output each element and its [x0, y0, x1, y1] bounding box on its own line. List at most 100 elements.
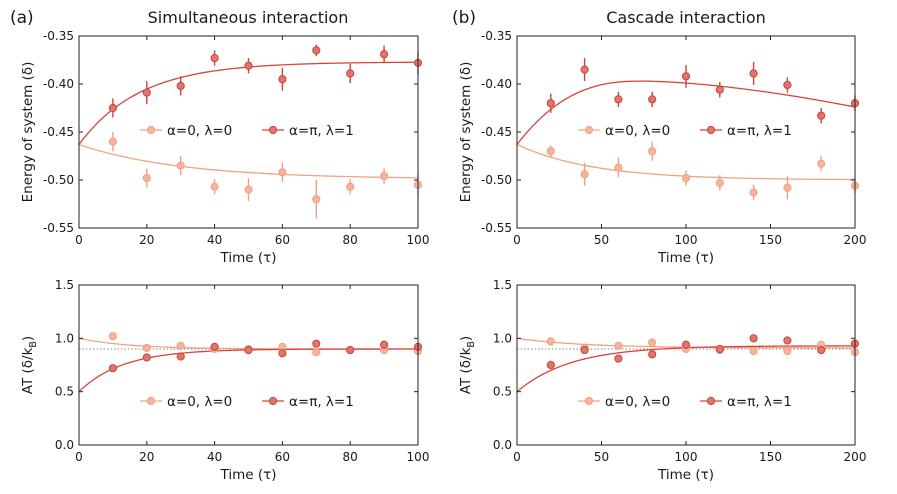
data-point-alphapi — [380, 50, 389, 59]
legend-marker-alpha0 — [146, 396, 156, 406]
data-point-alpha0 — [176, 161, 185, 170]
data-point-alphapi — [210, 342, 219, 351]
x-tick-label: 200 — [844, 233, 867, 247]
x-tick-label: 60 — [275, 233, 290, 247]
data-point-alphapi — [715, 344, 724, 354]
data-point-alpha0 — [244, 185, 253, 194]
legend-marker-alpha0 — [584, 125, 594, 135]
x-tick-label: 40 — [207, 233, 222, 247]
data-point-alphapi — [108, 103, 118, 113]
legend-marker-alpha0 — [584, 396, 594, 406]
data-point-alpha0 — [580, 170, 589, 179]
plot-frame — [78, 284, 419, 446]
data-point-alphapi — [278, 75, 287, 84]
y-tick-label: 1.5 — [493, 278, 512, 292]
x-tick-label: 100 — [675, 450, 698, 464]
x-axis-label: Time (τ) — [657, 250, 714, 266]
chart-simultaneous-energy: 0 20 40 60 80 100 -0.55 -0.50 -0.45 -0.40 -0.35 Tim… — [20, 29, 429, 266]
data-point-alphapi — [312, 46, 321, 55]
plot-frame — [516, 284, 856, 446]
x-tick-label: 20 — [139, 233, 154, 247]
data-point-alpha0 — [176, 341, 185, 350]
fit-curve-alphapi — [78, 61, 419, 145]
data-point-alpha0 — [278, 168, 287, 177]
data-point-alphapi — [142, 353, 151, 362]
y-axis-label-main: AT (δ/k — [20, 347, 36, 394]
y-tick-label: 0.0 — [55, 438, 74, 452]
x-tick-label: 150 — [759, 233, 782, 247]
data-point-alpha0 — [749, 188, 758, 197]
data-point-alpha0 — [380, 172, 389, 181]
legend-label-alphapi: α=π, λ=1 — [727, 394, 792, 410]
data-point-alphapi — [715, 85, 724, 94]
chart-simultaneous-temperature: 0 20 40 60 80 100 0.0 0.5 1.0 1.5 Time (τ) AT (δ/kB… — [20, 278, 429, 483]
y-axis-label-end: ) — [20, 336, 36, 341]
x-tick-label: 20 — [139, 450, 154, 464]
y-axis-label-end: ) — [458, 336, 474, 341]
data-point-alpha0 — [681, 173, 691, 183]
data-point-alphapi — [783, 80, 792, 90]
data-point-alphapi — [614, 354, 623, 363]
y-axis-label: AT (δ/kB) — [20, 336, 39, 394]
x-tick-label: 0 — [75, 450, 83, 464]
chart-cascade-energy: 0 50 100 150 200 -0.55 -0.50 -0.45 -0.40 -0.35 Tim… — [458, 29, 866, 266]
data-point-alphapi — [176, 352, 185, 361]
y-axis-label-subscript: B — [466, 341, 477, 348]
data-point-alphapi — [648, 95, 657, 104]
panel-b-label: (b) — [452, 8, 476, 28]
data-point-alphapi — [749, 334, 758, 343]
x-tick-label: 40 — [207, 450, 222, 464]
data-point-alphapi — [380, 340, 389, 349]
data-point-alphapi — [783, 336, 792, 345]
panel-a-label: (a) — [10, 8, 34, 28]
data-point-alpha0 — [108, 332, 118, 341]
y-tick-label: -0.35 — [481, 29, 512, 43]
data-point-alphapi — [749, 69, 758, 78]
x-tick-label: 60 — [275, 450, 290, 464]
data-point-alphapi — [244, 345, 253, 355]
panel-b-title: Cascade interaction — [606, 8, 766, 27]
y-tick-label: -0.40 — [43, 77, 74, 91]
legend-marker-alphapi — [706, 125, 716, 135]
x-tick-label: 100 — [675, 233, 698, 247]
data-point-alpha0 — [648, 147, 657, 156]
y-tick-label: -0.55 — [481, 221, 512, 235]
y-tick-label: 1.5 — [55, 278, 74, 292]
y-tick-label: -0.55 — [43, 221, 74, 235]
data-point-alpha0 — [142, 343, 151, 353]
legend-marker-alphapi — [268, 125, 278, 135]
data-point-alphapi — [346, 345, 355, 355]
data-point-alpha0 — [346, 182, 355, 191]
data-point-alphapi — [681, 340, 691, 349]
y-axis-label-main: AT (δ/k — [458, 347, 474, 394]
x-tick-label: 50 — [594, 233, 609, 247]
y-tick-label: -0.45 — [481, 125, 512, 139]
data-point-alpha0 — [312, 195, 321, 204]
data-point-alphapi — [580, 345, 589, 355]
y-axis-label-subscript: B — [28, 341, 39, 348]
y-tick-label: 0.0 — [493, 438, 512, 452]
data-point-alphapi — [108, 364, 118, 373]
data-point-alpha0 — [715, 178, 724, 187]
x-tick-label: 0 — [75, 233, 83, 247]
y-tick-label: 1.0 — [55, 331, 74, 345]
data-point-alpha0 — [783, 347, 792, 356]
data-point-alphapi — [681, 72, 691, 81]
x-tick-label: 80 — [343, 450, 358, 464]
data-point-alphapi — [817, 345, 826, 355]
legend-label-alphapi: α=π, λ=1 — [727, 123, 792, 139]
y-tick-label: 1.0 — [493, 331, 512, 345]
x-axis-label: Time (τ) — [657, 467, 714, 483]
data-point-alphapi — [210, 53, 219, 63]
data-point-alphapi — [244, 61, 253, 70]
legend-label-alpha0: α=0, λ=0 — [167, 123, 232, 139]
x-tick-label: 200 — [844, 450, 867, 464]
fit-curve-alphapi — [516, 80, 856, 145]
data-point-alpha0 — [108, 137, 118, 146]
y-tick-label: -0.40 — [481, 77, 512, 91]
x-axis-label: Time (τ) — [220, 467, 277, 483]
data-point-alphapi — [648, 350, 657, 359]
y-tick-label: 0.5 — [55, 385, 74, 399]
data-point-alphapi — [614, 95, 623, 104]
